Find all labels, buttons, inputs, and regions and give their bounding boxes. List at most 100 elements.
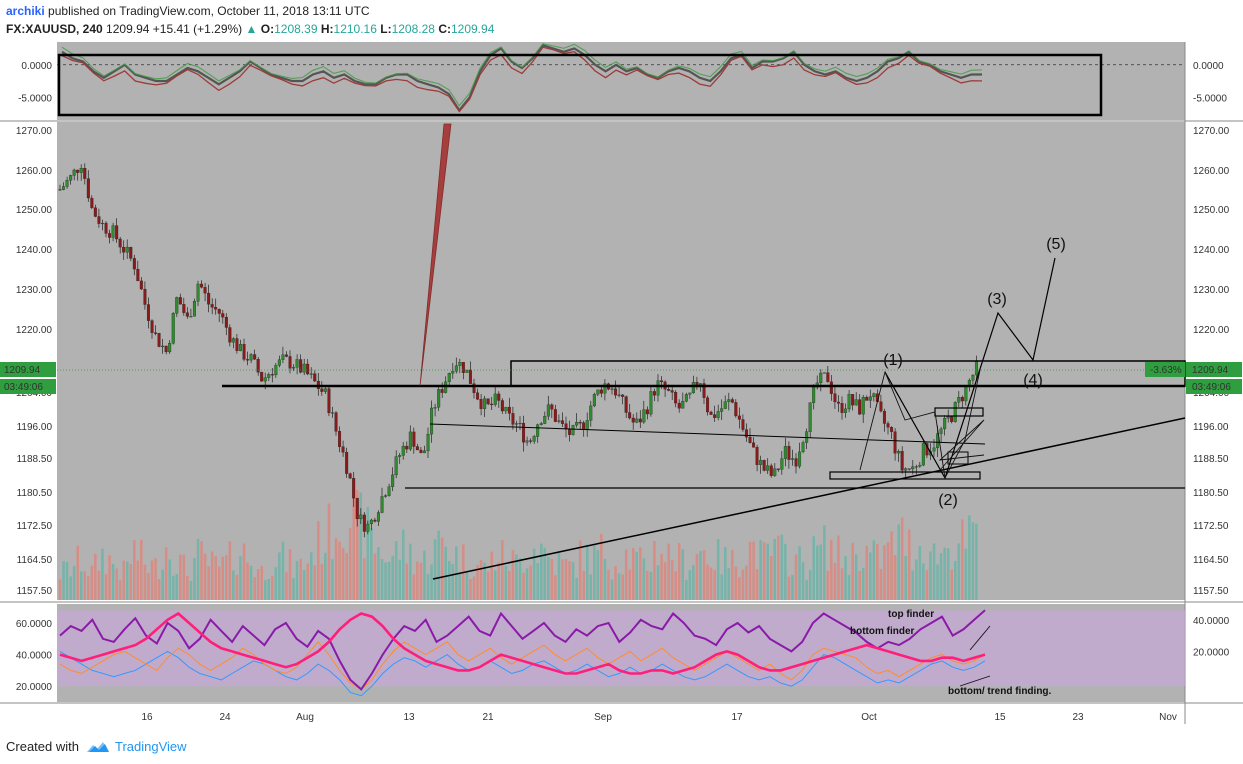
volume-bar: [271, 575, 274, 600]
candle-body: [596, 389, 600, 395]
stoch-left-tick: 60.0000: [16, 619, 53, 630]
volume-bar: [281, 541, 285, 600]
volume-bar: [317, 521, 320, 600]
candle-body: [890, 427, 894, 432]
candle-body: [851, 394, 855, 406]
candle-body: [904, 468, 908, 471]
volume-bar: [869, 552, 872, 600]
volume-bar: [699, 551, 702, 600]
candle-body: [578, 422, 582, 424]
volume-bar: [377, 547, 380, 600]
candle-body: [493, 393, 497, 405]
candle-body: [178, 297, 182, 305]
candle-body: [196, 283, 200, 302]
volume-bar: [688, 569, 692, 600]
volume-bar: [939, 553, 943, 600]
candle-body: [415, 446, 419, 451]
small-box: [947, 451, 969, 465]
volume-bar: [465, 572, 469, 600]
volume-bar: [476, 564, 479, 600]
open-value: 1208.39: [274, 22, 318, 36]
volume-bar: [412, 574, 416, 600]
volume-bar: [437, 530, 440, 600]
volume-bar: [402, 529, 405, 600]
candle-body: [362, 514, 366, 532]
candle-body: [214, 307, 218, 310]
candle-body: [408, 431, 412, 450]
candle-body: [483, 398, 487, 409]
symbol-line: FX:XAUUSD, 240 1209.94 +15.41 (+1.29%) ▲…: [6, 22, 494, 36]
candle-body: [698, 383, 702, 386]
candle-body: [90, 197, 94, 208]
x-axis-tick: 21: [482, 712, 494, 723]
wave-internal-path: [938, 419, 985, 471]
price-right-tick: 1230.00: [1193, 285, 1230, 296]
candle-body: [228, 327, 232, 343]
candle-body: [330, 412, 334, 414]
volume-bar: [720, 574, 723, 600]
volume-bar: [617, 573, 621, 600]
candle-body: [695, 382, 699, 386]
candle-body: [971, 374, 975, 381]
volume-bar: [327, 503, 331, 600]
candle-body: [974, 360, 978, 376]
candle-body: [674, 392, 678, 404]
candle-body: [766, 465, 770, 471]
volume-bar: [929, 551, 932, 600]
volume-bar: [76, 545, 79, 600]
candle-body: [369, 519, 373, 525]
candle-body: [306, 363, 310, 375]
candle-body: [936, 433, 940, 449]
candle-body: [207, 292, 211, 305]
candle-body: [122, 246, 126, 253]
candle-body: [58, 189, 62, 191]
volume-bar: [784, 543, 787, 600]
volume-bar: [900, 517, 904, 600]
volume-bar: [253, 577, 256, 600]
volume-bar: [225, 555, 228, 600]
candle-body: [886, 423, 890, 428]
x-axis-tick: Oct: [861, 712, 877, 723]
stoch-orange-line: [59, 641, 986, 691]
candle-body: [476, 392, 480, 400]
price-left-tick: 1270.00: [16, 126, 53, 137]
price-left-tick: 1260.00: [16, 166, 53, 177]
candle-body: [865, 397, 869, 401]
volume-bar: [504, 565, 508, 600]
x-axis-tick: Aug: [296, 712, 314, 723]
candle-body: [635, 418, 639, 423]
volume-bar: [862, 567, 865, 600]
candle-body: [175, 297, 179, 314]
volume-bar: [264, 580, 267, 600]
volume-bar: [568, 561, 571, 600]
candle-body: [115, 225, 119, 240]
volume-bar: [94, 553, 97, 600]
tradingview-brand: TradingView: [114, 739, 187, 754]
candle-body: [161, 345, 165, 347]
volume-bar: [727, 568, 730, 600]
candle-body: [748, 436, 752, 443]
candle-body: [263, 377, 267, 382]
author-link[interactable]: archiki: [6, 4, 45, 18]
candle-body: [302, 363, 306, 373]
candle-body: [345, 452, 349, 474]
volume-bar: [678, 543, 681, 600]
volume-bar: [239, 556, 242, 600]
volume-bar: [607, 569, 610, 600]
candle-body: [720, 408, 724, 412]
candle-body: [546, 404, 550, 417]
volume-bar: [525, 568, 529, 600]
candle-body: [380, 496, 384, 513]
x-axis-tick: Nov: [1159, 712, 1177, 723]
tradingview-link[interactable]: TradingView: [85, 739, 187, 754]
volume-bar: [147, 573, 150, 600]
volume-bar: [168, 559, 171, 600]
volume-bar: [370, 528, 373, 600]
volume-bar: [950, 569, 953, 600]
volume-bar: [571, 562, 575, 600]
candle-body: [670, 390, 674, 393]
symbol-label: FX:XAUUSD, 240: [6, 22, 103, 36]
candle-body: [536, 424, 540, 437]
volume-bar: [847, 575, 851, 600]
